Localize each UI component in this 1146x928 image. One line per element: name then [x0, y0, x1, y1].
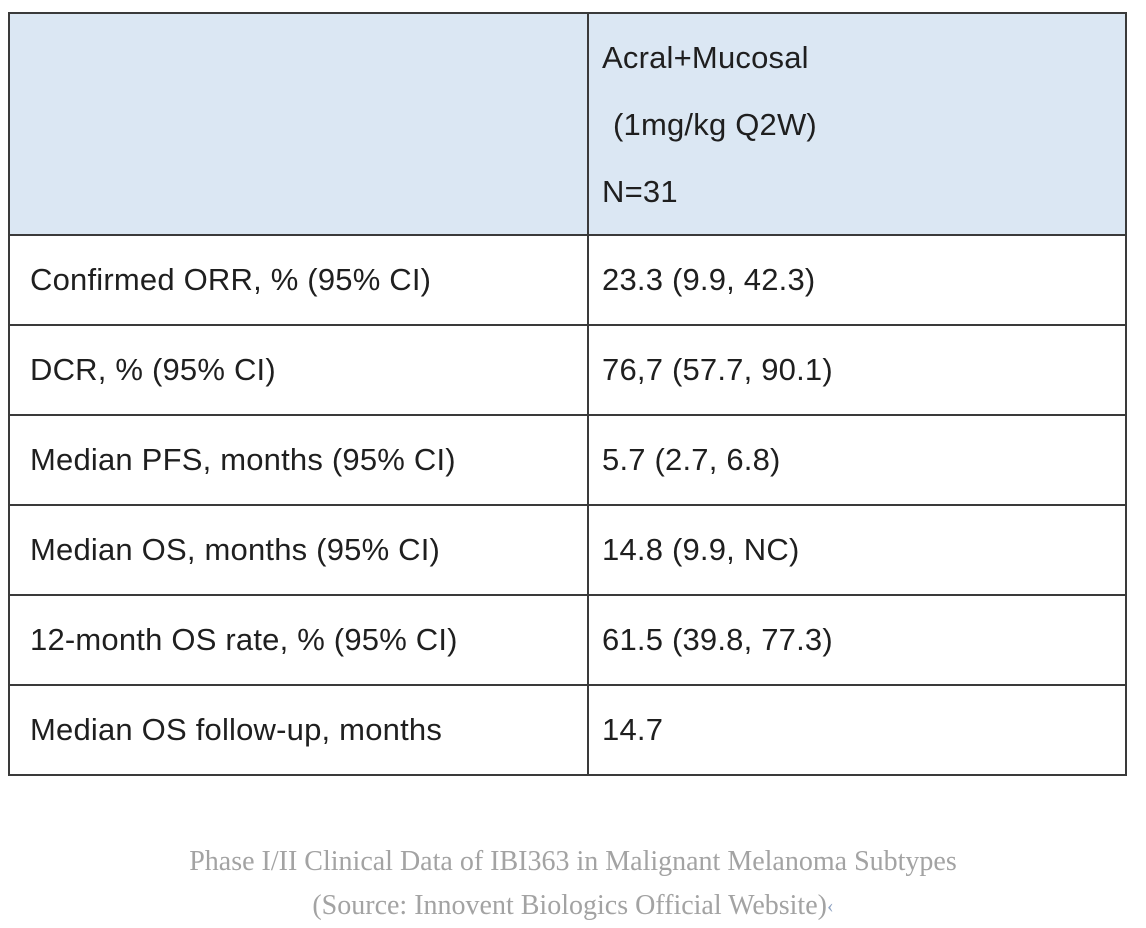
header-cell-cohort: Acral+Mucosal (1mg/kg Q2W) N=31 [587, 12, 1127, 236]
paragraph-mark: ‹ [826, 895, 834, 917]
table-row: Median OS follow-up, months 14.7 [8, 684, 1127, 776]
header-cell-metric [8, 12, 589, 236]
caption-source-text: (Source: Innovent Biologics Official Web… [312, 890, 827, 921]
metric-label: Median PFS, months (95% CI) [8, 414, 589, 506]
metric-value: 61.5 (39.8, 77.3) [587, 594, 1127, 686]
table-row: Confirmed ORR, % (95% CI) 23.3 (9.9, 42.… [8, 234, 1127, 326]
caption-line-2: (Source: Innovent Biologics Official Web… [0, 884, 1146, 928]
table-row: Median OS, months (95% CI) 14.8 (9.9, NC… [8, 504, 1127, 596]
metric-value: 14.8 (9.9, NC) [587, 504, 1127, 596]
metric-label: Median OS follow-up, months [8, 684, 589, 776]
table-header-row: Acral+Mucosal (1mg/kg Q2W) N=31 [8, 12, 1127, 236]
cohort-n: N=31 [602, 173, 678, 209]
cohort-name: Acral+Mucosal [602, 39, 809, 75]
cohort-dose: (1mg/kg Q2W) [613, 106, 817, 142]
table-row: DCR, % (95% CI) 76,7 (57.7, 90.1) [8, 324, 1127, 416]
metric-value: 76,7 (57.7, 90.1) [587, 324, 1127, 416]
caption-line-1: Phase I/II Clinical Data of IBI363 in Ma… [189, 846, 957, 877]
cohort-header-lines: Acral+Mucosal (1mg/kg Q2W) N=31 [602, 24, 1125, 225]
clinical-data-table: Acral+Mucosal (1mg/kg Q2W) N=31 Confirme… [8, 12, 1127, 776]
metric-label: Median OS, months (95% CI) [8, 504, 589, 596]
metric-value: 5.7 (2.7, 6.8) [587, 414, 1127, 506]
metric-label: 12-month OS rate, % (95% CI) [8, 594, 589, 686]
table-row: 12-month OS rate, % (95% CI) 61.5 (39.8,… [8, 594, 1127, 686]
metric-value: 23.3 (9.9, 42.3) [587, 234, 1127, 326]
metric-label: DCR, % (95% CI) [8, 324, 589, 416]
figure-caption: Phase I/II Clinical Data of IBI363 in Ma… [0, 840, 1146, 928]
metric-label: Confirmed ORR, % (95% CI) [8, 234, 589, 326]
metric-value: 14.7 [587, 684, 1127, 776]
table-row: Median PFS, months (95% CI) 5.7 (2.7, 6.… [8, 414, 1127, 506]
